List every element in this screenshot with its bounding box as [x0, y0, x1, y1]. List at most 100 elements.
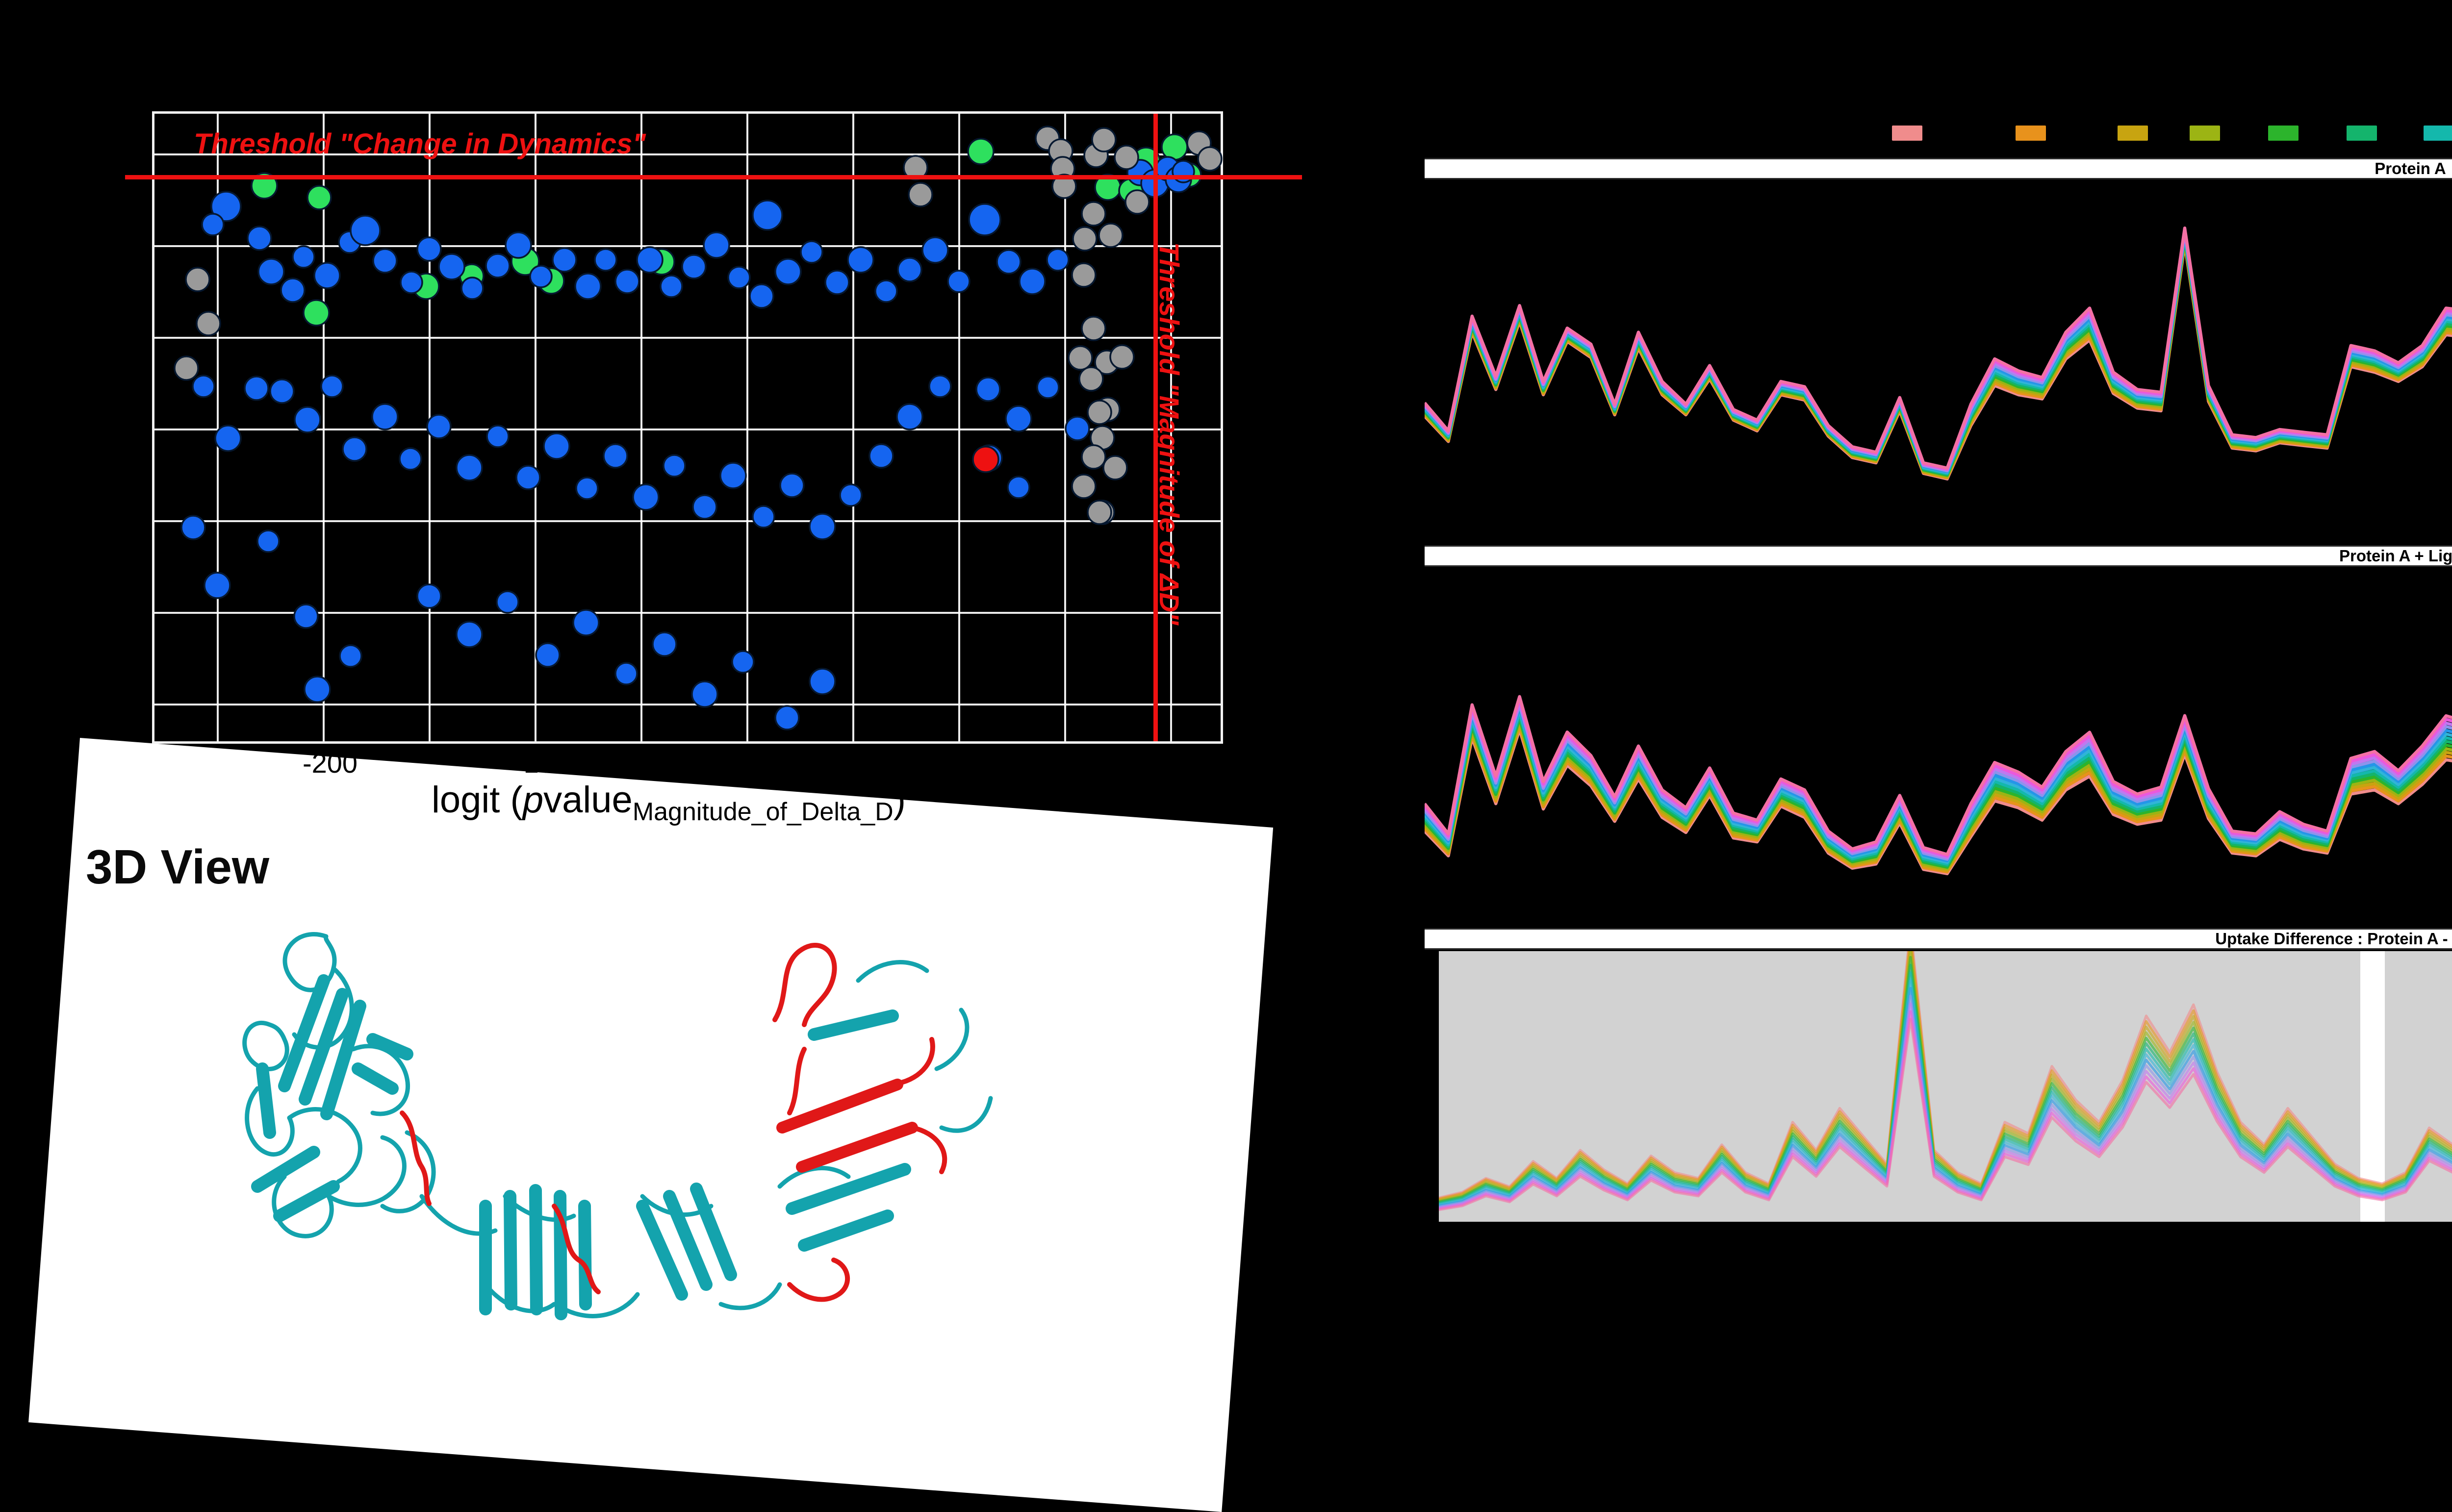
scatter-point [663, 454, 686, 478]
scatter-point [800, 240, 823, 264]
scatter-point [632, 483, 660, 511]
uptake-series-line [1439, 979, 2452, 1206]
uptake-difference-chart [1439, 951, 2452, 1211]
scatter-point [947, 270, 971, 293]
uptake-series-line [1439, 994, 2452, 1209]
scatter-point [636, 246, 664, 274]
gridline [535, 114, 536, 741]
scatter-point [574, 273, 602, 300]
scatter-point [1087, 500, 1112, 525]
scatter-point [1005, 405, 1032, 432]
scatter-point [921, 236, 949, 264]
x-label-prefix: logit ( [432, 779, 523, 821]
uptake-chart-protein-a [1425, 226, 2452, 480]
uptake-series-line [1439, 986, 2452, 1208]
uptake-series-line [1425, 708, 2452, 864]
scatter-point [496, 590, 519, 614]
scatter-point [552, 247, 577, 273]
gridline [154, 704, 1221, 706]
x-tick-label: -100 [514, 748, 570, 779]
volcano-scatter [174, 126, 1223, 731]
scatter-point [809, 513, 836, 540]
scatter-point [438, 253, 465, 280]
scatter-point [908, 182, 933, 207]
scatter-point [1072, 226, 1098, 252]
uptake-series-line [1425, 697, 2452, 858]
scatter-point [614, 269, 640, 294]
timepoint-legend [0, 126, 2452, 142]
scatter-point [269, 378, 295, 404]
scatter-point [201, 213, 225, 236]
panel-title-protein-a-ligand: Protein A + Ligand [1425, 545, 2452, 567]
scatter-point [968, 203, 1001, 236]
threshold-magnitude-label: Threshold "Magnitude of ΔD" [1154, 242, 1185, 626]
no-coverage-band [2360, 951, 2385, 1222]
scatter-point [505, 231, 532, 259]
scatter-point [1051, 174, 1077, 199]
scatter-point [575, 477, 599, 500]
scatter-point [515, 465, 541, 490]
scatter-point [1071, 262, 1097, 288]
threshold-change-label: Threshold "Change in Dynamics" [194, 128, 646, 160]
scatter-point [1036, 376, 1060, 399]
scatter-point [256, 529, 280, 553]
scatter-point [719, 462, 747, 489]
scatter-point [847, 246, 874, 274]
scatter-point [572, 609, 600, 636]
gridline [217, 114, 219, 741]
scatter-point [1019, 268, 1046, 295]
volcano-x-axis-label: logit (pvalueMagnitude_of_Delta_D) [432, 779, 906, 827]
threshold-hline [125, 175, 1302, 179]
scatter-point [456, 454, 483, 481]
scatter-point [897, 257, 922, 282]
scatter-point [779, 473, 805, 498]
x-tick-label: -200 [302, 748, 358, 779]
gridline [323, 114, 325, 741]
scatter-point [460, 277, 484, 300]
scatter-point [306, 185, 332, 210]
gridline [154, 612, 1221, 614]
scatter-point [1109, 344, 1135, 370]
scatter-point [1065, 416, 1090, 441]
uptake-series-line [1425, 706, 2452, 862]
x-label-suffix: ) [893, 779, 906, 821]
uptake-series-line [1425, 725, 2452, 874]
scatter-point [692, 494, 717, 520]
gridline [1170, 114, 1172, 741]
scatter-point [967, 138, 995, 165]
scatter-point [681, 254, 707, 279]
scatter-point [196, 311, 221, 336]
scatter-point [339, 644, 362, 668]
scatter-point [839, 483, 863, 507]
x-label-value: value [543, 779, 633, 821]
gridline [154, 245, 1221, 247]
gridline [154, 337, 1221, 339]
legend-swatch [2347, 126, 2377, 141]
scatter-point [660, 275, 683, 298]
scatter-point [485, 253, 511, 278]
scatter-point [293, 604, 319, 629]
legend-swatch [2424, 126, 2452, 141]
uptake-series-line [1425, 714, 2452, 867]
gridline [154, 428, 1221, 430]
scatter-point [703, 231, 730, 259]
scatter-point [303, 299, 330, 327]
scatter-point [251, 172, 278, 200]
scatter-point [543, 432, 570, 460]
scatter-point [1081, 316, 1106, 341]
scatter-point [257, 258, 285, 285]
scatter-point [594, 248, 617, 272]
uptake-series-line [1425, 728, 2452, 876]
scatter-point [399, 447, 422, 471]
scatter-point [204, 572, 231, 599]
legend-swatch [2016, 126, 2046, 141]
scatter-point [294, 406, 321, 433]
gridline [154, 153, 1221, 155]
scatter-point [244, 376, 269, 401]
scatter-point [749, 283, 774, 309]
uptake-series-line [1425, 226, 2452, 470]
scatter-point [313, 262, 341, 289]
scatter-point [1078, 366, 1104, 392]
scatter-point [247, 226, 272, 251]
gridline [154, 520, 1221, 522]
